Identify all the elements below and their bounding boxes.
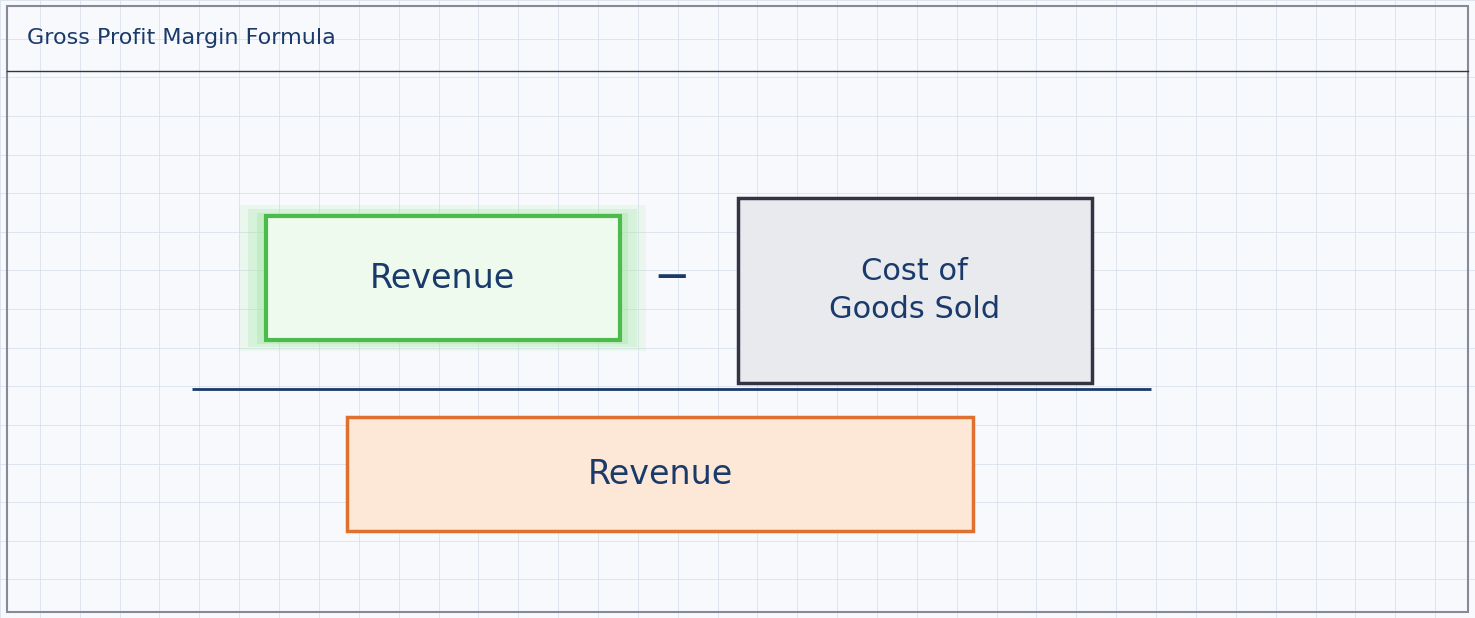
Text: Gross Profit Margin Formula: Gross Profit Margin Formula <box>27 28 335 48</box>
FancyBboxPatch shape <box>738 198 1092 383</box>
FancyBboxPatch shape <box>239 205 646 351</box>
Text: Revenue: Revenue <box>370 261 515 295</box>
Text: Revenue: Revenue <box>587 458 733 491</box>
Text: —: — <box>656 261 686 289</box>
FancyBboxPatch shape <box>347 417 974 531</box>
FancyBboxPatch shape <box>248 209 637 347</box>
Text: Cost of
Goods Sold: Cost of Goods Sold <box>829 257 1000 324</box>
FancyBboxPatch shape <box>266 216 620 340</box>
FancyBboxPatch shape <box>257 213 628 344</box>
